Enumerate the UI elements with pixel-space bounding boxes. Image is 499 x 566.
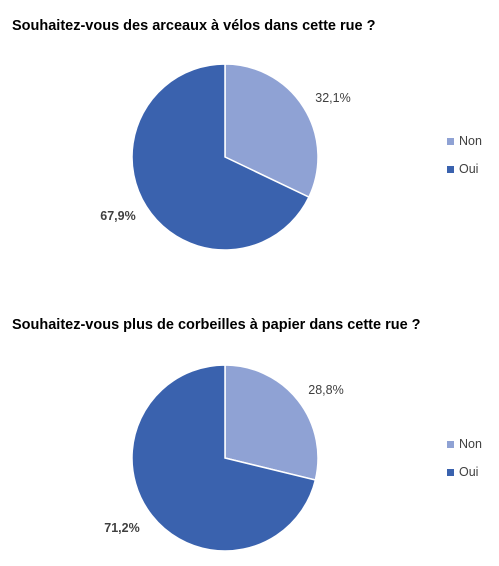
- pie-chart-corbeilles: Souhaitez-vous plus de corbeilles à papi…: [0, 300, 499, 566]
- legend-item-non: Non: [447, 436, 482, 452]
- pie-slice-non: [224, 364, 319, 481]
- legend-item-oui: Oui: [447, 464, 482, 480]
- chart-title: Souhaitez-vous plus de corbeilles à papi…: [12, 317, 421, 333]
- chart-title: Souhaitez-vous des arceaux à vélos dans …: [12, 18, 376, 34]
- legend-item-non: Non: [447, 133, 482, 149]
- data-label-non: 32,1%: [315, 91, 350, 105]
- legend-swatch-non: [447, 137, 454, 145]
- pie-svg: 28,8% 71,2%: [104, 364, 344, 552]
- data-label-non: 28,8%: [308, 383, 343, 397]
- legend-label-non: Non: [459, 134, 482, 148]
- pie-chart-arceaux: Souhaitez-vous des arceaux à vélos dans …: [12, 18, 482, 251]
- pie-svg: 32,1% 67,9%: [100, 63, 351, 251]
- pie-slice-oui: [131, 63, 310, 251]
- pie-slice-non: [224, 63, 319, 199]
- legend-label-non: Non: [459, 437, 482, 451]
- legend-label-oui: Oui: [459, 465, 479, 479]
- data-label-oui: 71,2%: [104, 521, 139, 535]
- legend-swatch-oui: [447, 468, 454, 476]
- data-label-oui: 67,9%: [100, 209, 135, 223]
- legend-item-oui: Oui: [447, 161, 482, 177]
- legend: Non Oui: [447, 436, 482, 492]
- legend: Non Oui: [447, 133, 482, 189]
- pie-slice-oui: [131, 364, 317, 552]
- legend-label-oui: Oui: [459, 162, 479, 176]
- legend-swatch-non: [447, 440, 454, 448]
- legend-swatch-oui: [447, 165, 454, 173]
